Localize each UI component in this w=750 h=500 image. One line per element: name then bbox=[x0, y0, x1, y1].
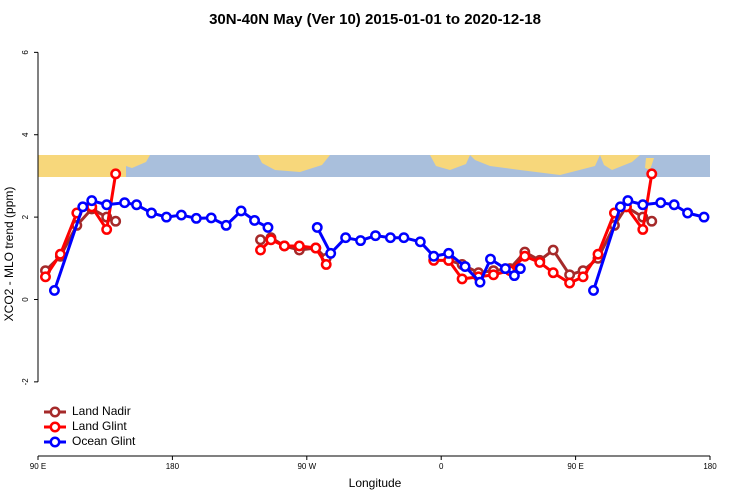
data-point bbox=[646, 168, 658, 180]
x-tick-label: 90 W bbox=[297, 462, 316, 471]
data-point bbox=[508, 270, 520, 282]
data-point bbox=[547, 244, 559, 256]
data-point bbox=[220, 219, 232, 231]
data-point bbox=[101, 224, 113, 235]
data-point bbox=[577, 271, 589, 283]
data-point bbox=[278, 240, 290, 252]
data-point bbox=[355, 235, 367, 247]
data-point bbox=[205, 212, 217, 224]
map-strip bbox=[38, 155, 710, 177]
data-point bbox=[485, 253, 496, 265]
data-point bbox=[86, 195, 98, 207]
x-axis-label: Longitude bbox=[349, 476, 402, 490]
data-point bbox=[459, 261, 471, 272]
y-tick-label: 6 bbox=[21, 50, 30, 55]
data-point bbox=[474, 276, 486, 288]
x-tick-label: 0 bbox=[439, 462, 444, 471]
data-point bbox=[592, 248, 604, 260]
data-point bbox=[414, 236, 426, 248]
data-point bbox=[499, 263, 511, 275]
y-tick-label: 4 bbox=[21, 132, 30, 137]
data-point bbox=[119, 197, 131, 209]
data-point bbox=[40, 271, 51, 283]
data-point bbox=[622, 195, 634, 207]
data-point bbox=[101, 199, 113, 211]
data-point bbox=[190, 212, 202, 224]
data-point bbox=[110, 168, 122, 180]
y-tick-label: 0 bbox=[21, 297, 30, 302]
legend-marker bbox=[49, 406, 61, 418]
data-point bbox=[255, 244, 266, 256]
y-axis-label: XCO2 - MLO trend (ppm) bbox=[2, 187, 16, 322]
y-tick-label: -2 bbox=[21, 378, 30, 386]
data-point bbox=[54, 248, 66, 260]
data-point bbox=[311, 221, 323, 233]
data-point bbox=[146, 207, 157, 219]
data-point bbox=[646, 215, 658, 227]
data-point bbox=[547, 267, 559, 279]
series-line bbox=[44, 173, 654, 285]
x-tick-label: 90 E bbox=[30, 462, 46, 471]
data-point bbox=[488, 269, 499, 281]
data-point bbox=[310, 242, 322, 254]
data-point bbox=[456, 273, 468, 285]
data-point bbox=[655, 197, 667, 209]
data-point bbox=[320, 259, 332, 270]
data-point bbox=[637, 224, 649, 235]
data-point bbox=[637, 199, 649, 211]
legend-label: Land Nadir bbox=[72, 404, 131, 418]
data-point bbox=[110, 215, 122, 227]
data-point bbox=[262, 221, 274, 233]
data-point bbox=[249, 214, 260, 226]
legend-label: Land Glint bbox=[72, 419, 127, 433]
data-point bbox=[255, 234, 266, 246]
x-tick-label: 180 bbox=[703, 462, 717, 471]
legend-marker bbox=[49, 421, 61, 433]
data-point bbox=[698, 211, 710, 223]
legend-label: Ocean Glint bbox=[72, 434, 136, 448]
data-point bbox=[235, 205, 247, 217]
data-point bbox=[293, 240, 305, 252]
data-point bbox=[519, 250, 531, 262]
data-point bbox=[340, 232, 352, 244]
data-point bbox=[160, 211, 172, 223]
data-point bbox=[588, 284, 599, 296]
data-point bbox=[265, 234, 277, 246]
data-point bbox=[534, 256, 546, 268]
data-point bbox=[668, 199, 680, 211]
data-point bbox=[384, 232, 396, 244]
data-point bbox=[428, 250, 440, 262]
data-point bbox=[175, 209, 187, 221]
data-point bbox=[443, 247, 455, 259]
x-tick-label: 180 bbox=[166, 462, 180, 471]
data-point bbox=[614, 201, 626, 213]
data-point bbox=[131, 199, 143, 211]
legend-marker bbox=[49, 436, 61, 448]
y-tick-label: 2 bbox=[21, 214, 30, 219]
data-point bbox=[514, 263, 526, 275]
data-point bbox=[398, 232, 410, 244]
x-tick-label: 90 E bbox=[567, 462, 583, 471]
chart-title: 30N-40N May (Ver 10) 2015-01-01 to 2020-… bbox=[209, 11, 541, 28]
data-point bbox=[77, 201, 89, 213]
data-point bbox=[48, 284, 60, 296]
data-point bbox=[325, 247, 337, 259]
data-point bbox=[682, 207, 694, 219]
data-point bbox=[564, 277, 576, 289]
data-point bbox=[370, 230, 381, 242]
